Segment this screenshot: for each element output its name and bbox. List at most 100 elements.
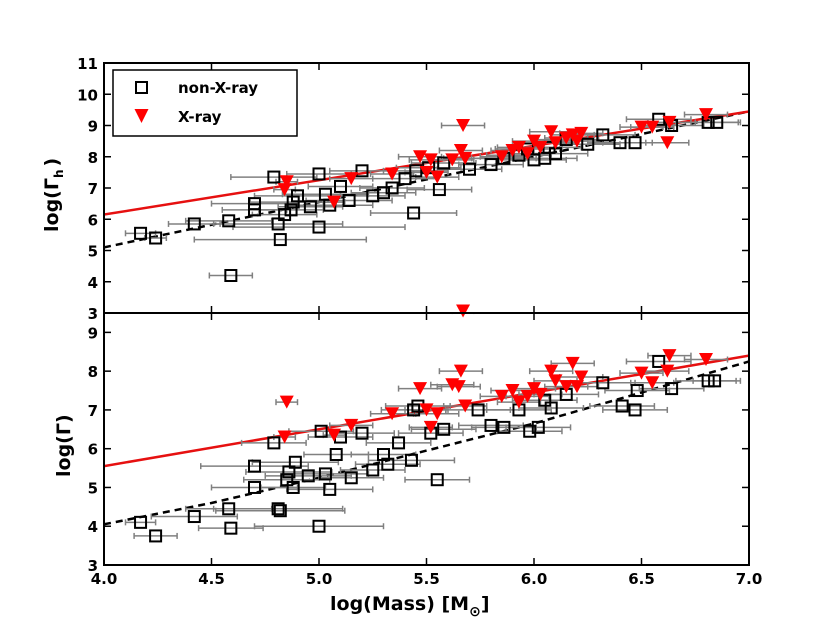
bottom-xray-point <box>660 364 675 378</box>
x-tick-label: 7.0 <box>736 570 763 588</box>
bottom-nonxray-point <box>286 480 300 494</box>
top-nonxray-point <box>613 136 627 150</box>
bottom-nonxray-point <box>248 480 261 494</box>
bottom-nonxray-point <box>288 455 302 469</box>
bottom-xray-point <box>456 304 471 318</box>
top-fit-nonxray-line <box>104 110 749 249</box>
top-panel: 3 4 5 6 7 8 9 10 11 non-X-ray X-ray log(Γh) <box>41 55 750 323</box>
legend-triangle-icon <box>134 109 149 123</box>
bottom-xray-point <box>279 395 294 409</box>
x-tick-label: 6.5 <box>628 570 655 588</box>
top-xray-point <box>533 140 548 154</box>
bottom-nonxray-point <box>344 471 358 485</box>
bottom-y-tick-label: 9 <box>88 324 98 342</box>
top-nonxray-point <box>432 183 446 197</box>
bottom-nonxray-point <box>665 382 679 396</box>
top-xray-point <box>645 120 660 134</box>
top-xray-point <box>445 153 460 167</box>
top-nonxray-point <box>222 214 236 228</box>
top-y-axis-label: log(Γh) <box>41 158 66 232</box>
bottom-y-tick-label: 6 <box>88 441 98 459</box>
bottom-nonxray-point <box>708 374 722 388</box>
bottom-nonxray-point <box>355 426 369 440</box>
top-nonxray-point <box>385 181 399 195</box>
top-nonxray-point <box>398 172 412 186</box>
top-nonxray-point <box>312 220 326 234</box>
top-xray-point <box>279 175 294 189</box>
bottom-y-tick-label: 5 <box>88 479 98 497</box>
bottom-nonxray-point <box>312 519 326 533</box>
x-label-main: log(Mass) [M <box>330 593 469 615</box>
bottom-xray-point <box>505 384 520 398</box>
bottom-nonxray-point <box>267 436 281 450</box>
bottom-xray-point <box>565 356 580 370</box>
top-nonxray-point <box>267 170 281 184</box>
bottom-nonxray-point <box>630 384 644 398</box>
top-xray-point <box>277 183 292 197</box>
top-y-label-sub: h <box>52 169 66 178</box>
bottom-xray-point <box>413 382 428 396</box>
bottom-nonxray-point <box>392 436 406 450</box>
x-label-close: ] <box>481 593 490 615</box>
top-xray-point <box>548 136 563 150</box>
bottom-nonxray-point <box>628 403 642 417</box>
bottom-y-ticks: 3 4 5 6 7 8 9 <box>88 324 749 575</box>
bottom-nonxray-point <box>615 399 629 413</box>
top-y-tick-label: 9 <box>88 118 98 136</box>
top-xray-point <box>699 108 713 122</box>
bottom-nonxray-point <box>377 448 390 462</box>
top-points <box>134 108 724 282</box>
top-nonxray-point <box>437 156 451 170</box>
top-y-label-main: log(Γ <box>41 178 63 232</box>
top-y-tick-label: 5 <box>88 243 98 261</box>
bottom-xray-point <box>277 430 292 444</box>
bottom-xray-point <box>451 380 466 394</box>
bottom-nonxray-point <box>596 376 610 390</box>
x-tick-label: 6.0 <box>521 570 548 588</box>
top-y-tick-label: 10 <box>77 86 98 104</box>
top-xray-point <box>453 144 468 157</box>
top-xray-point <box>660 136 675 150</box>
bottom-fit-nonxray-line <box>104 360 749 526</box>
top-nonxray-point <box>273 233 287 247</box>
bottom-xray-point <box>662 349 677 363</box>
top-nonxray-point <box>710 115 724 129</box>
bottom-xray-point <box>559 380 574 394</box>
top-nonxray-point <box>134 226 148 240</box>
bottom-nonxray-point <box>134 515 148 529</box>
top-xray-point <box>634 120 649 134</box>
bottom-y-tick-label: 4 <box>88 518 98 536</box>
top-nonxray-point <box>312 167 326 181</box>
top-nonxray-point <box>484 158 498 172</box>
top-y-tick-label: 6 <box>88 211 98 229</box>
bottom-nonxray-point <box>301 469 315 483</box>
top-xray-point <box>662 115 677 129</box>
top-nonxray-point <box>652 112 666 126</box>
bottom-nonxray-point <box>271 502 285 516</box>
bottom-xray-point <box>699 353 713 367</box>
top-nonxray-point <box>149 231 163 245</box>
top-nonxray-point <box>463 162 476 176</box>
bottom-nonxray-point <box>314 424 328 438</box>
bottom-y-tick-label: 3 <box>88 557 98 575</box>
x-tick-label: 4.0 <box>91 570 118 588</box>
bottom-xray-point <box>385 407 400 421</box>
x-axis-label: log(Mass) [M⊙] <box>330 593 490 620</box>
top-xray-point <box>456 119 471 132</box>
top-xray-point <box>419 165 434 179</box>
top-xray-point <box>344 172 359 186</box>
top-nonxray-point <box>187 217 201 231</box>
bottom-nonxray-point <box>366 463 380 477</box>
bottom-nonxray-point <box>652 354 666 368</box>
bottom-nonxray-point <box>471 403 485 417</box>
bottom-xray-point <box>344 418 359 432</box>
top-y-tick-label: 4 <box>88 274 98 292</box>
top-nonxray-point <box>248 197 261 211</box>
x-label-sub: ⊙ <box>469 604 481 620</box>
bottom-x-ticks: 4.0 4.5 5.0 5.5 6.0 6.5 7.0 <box>91 313 763 588</box>
top-nonxray-point <box>224 269 238 282</box>
top-xray-point <box>385 167 400 181</box>
bottom-nonxray-point <box>329 448 343 462</box>
bottom-nonxray-point <box>531 420 545 434</box>
bottom-nonxray-point <box>187 510 201 524</box>
